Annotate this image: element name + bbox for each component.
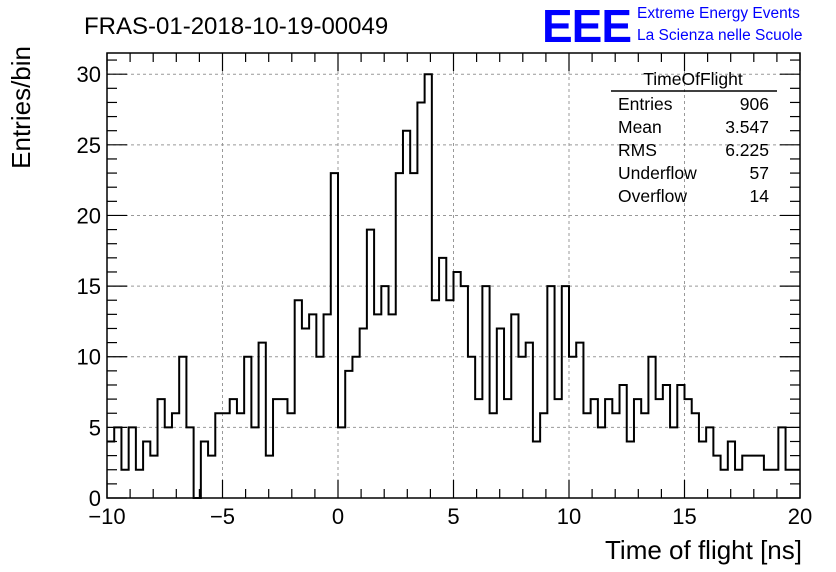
stats-label: Overflow — [618, 186, 687, 206]
y-tick-label: 30 — [77, 62, 101, 87]
stats-label: Entries — [618, 94, 673, 114]
histogram-series — [107, 73, 800, 499]
stats-label: RMS — [618, 140, 657, 160]
stats-value: 3.547 — [725, 117, 769, 137]
y-tick-label: 0 — [89, 486, 101, 511]
x-axis-tick-labels: −10 −5 0 5 10 15 20 — [88, 504, 812, 529]
y-tick-label: 10 — [77, 345, 101, 370]
stats-value: 57 — [750, 163, 769, 183]
stats-box: TimeOfFlight Entries 906 Mean 3.547 RMS 6.225… — [611, 69, 777, 206]
y-tick-label: 20 — [77, 203, 101, 228]
brand-line-2: La Scienza nelle Scuole — [637, 27, 802, 44]
y-axis-tick-labels: 0 5 10 15 20 25 30 — [77, 62, 101, 511]
brand-line-1: Extreme Energy Events — [637, 5, 800, 22]
y-axis-title: Entries/bin — [6, 46, 36, 169]
x-tick-label: 5 — [447, 504, 459, 529]
stats-value: 6.225 — [725, 140, 769, 160]
stats-label: Underflow — [618, 163, 697, 183]
x-tick-label: 10 — [557, 504, 581, 529]
x-tick-label: −10 — [88, 504, 125, 529]
stats-value: 906 — [740, 94, 769, 114]
x-tick-label: 0 — [332, 504, 344, 529]
stats-value: 14 — [750, 186, 770, 206]
eee-logo: EEE — [542, 0, 631, 52]
y-tick-label: 25 — [77, 133, 101, 158]
stats-title: TimeOfFlight — [643, 69, 743, 89]
stats-label: Mean — [618, 117, 662, 137]
chart-title: FRAS-01-2018-10-19-00049 — [84, 13, 388, 40]
x-tick-label: 15 — [672, 504, 696, 529]
axis-ticks — [106, 53, 801, 499]
y-tick-label: 15 — [77, 274, 101, 299]
x-tick-label: −5 — [210, 504, 235, 529]
x-tick-label: 20 — [788, 504, 812, 529]
x-axis-title: Time of flight [ns] — [605, 535, 802, 565]
y-tick-label: 5 — [89, 415, 101, 440]
